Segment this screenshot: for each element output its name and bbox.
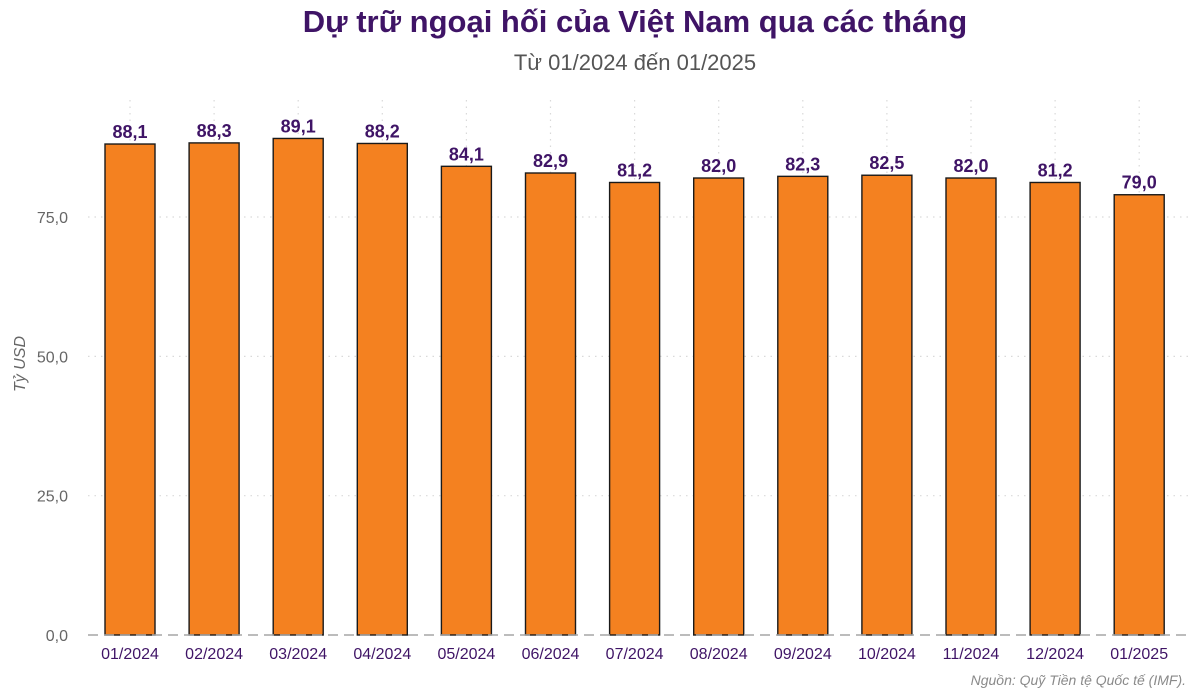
chart-subtitle: Từ 01/2024 đến 01/2025 bbox=[513, 50, 757, 75]
bar-value-label: 84,1 bbox=[449, 144, 484, 164]
bar-value-label: 88,1 bbox=[112, 122, 147, 142]
bar bbox=[1029, 181, 1081, 636]
bar-value-label: 89,1 bbox=[281, 116, 316, 136]
y-tick-label: 50,0 bbox=[37, 349, 68, 366]
bar-value-label: 81,2 bbox=[617, 160, 652, 180]
x-tick-label: 12/2024 bbox=[1026, 646, 1084, 663]
x-tick-label: 08/2024 bbox=[690, 646, 748, 663]
bar bbox=[356, 142, 408, 636]
bar-value-label: 88,3 bbox=[197, 121, 232, 141]
x-tick-label: 11/2024 bbox=[943, 646, 1000, 663]
x-tick-label: 01/2025 bbox=[1110, 646, 1168, 663]
y-axis-label: Tỷ USD bbox=[12, 336, 29, 392]
x-tick-label: 02/2024 bbox=[185, 646, 243, 663]
x-tick-label: 04/2024 bbox=[353, 646, 411, 663]
y-tick-label: 0,0 bbox=[46, 628, 68, 645]
x-tick-label: 07/2024 bbox=[606, 646, 664, 663]
bar bbox=[440, 165, 493, 636]
bar-value-label: 88,2 bbox=[365, 121, 400, 141]
x-tick-label: 10/2024 bbox=[858, 646, 916, 663]
bar-value-label: 81,2 bbox=[1038, 160, 1073, 180]
bar-value-label: 82,9 bbox=[533, 151, 568, 171]
y-tick-label: 75,0 bbox=[37, 210, 68, 227]
bar bbox=[524, 172, 577, 636]
bar bbox=[272, 137, 324, 636]
x-tick-label: 09/2024 bbox=[774, 646, 832, 663]
x-tick-label: 05/2024 bbox=[437, 646, 495, 663]
bar-layer bbox=[104, 137, 1165, 636]
bar bbox=[693, 177, 745, 636]
bar-value-label: 82,5 bbox=[869, 153, 904, 173]
y-tick-label: 25,0 bbox=[37, 489, 68, 506]
bar bbox=[104, 143, 156, 636]
x-tick-label: 03/2024 bbox=[269, 646, 327, 663]
x-tick-label: 06/2024 bbox=[522, 646, 580, 663]
source-caption: Nguồn: Quỹ Tiền tệ Quốc tế (IMF). bbox=[970, 672, 1186, 688]
bar bbox=[188, 142, 240, 636]
x-tick-label: 01/2024 bbox=[101, 646, 159, 663]
bar-value-label: 82,3 bbox=[785, 154, 820, 174]
bar bbox=[608, 181, 661, 636]
bar bbox=[1113, 194, 1165, 636]
bar-value-label: 82,0 bbox=[701, 156, 736, 176]
chart-title: Dự trữ ngoại hối của Việt Nam qua các th… bbox=[302, 4, 968, 39]
bar bbox=[861, 174, 913, 636]
label-layer: 0,0 25,0 50,0 75,0 88,1 01/2024 88,3 02/2024 89,… bbox=[37, 116, 1188, 663]
bar-value-label: 79,0 bbox=[1122, 173, 1157, 193]
bar bbox=[777, 175, 829, 636]
bar bbox=[945, 177, 997, 636]
bar-value-label: 82,0 bbox=[953, 156, 988, 176]
